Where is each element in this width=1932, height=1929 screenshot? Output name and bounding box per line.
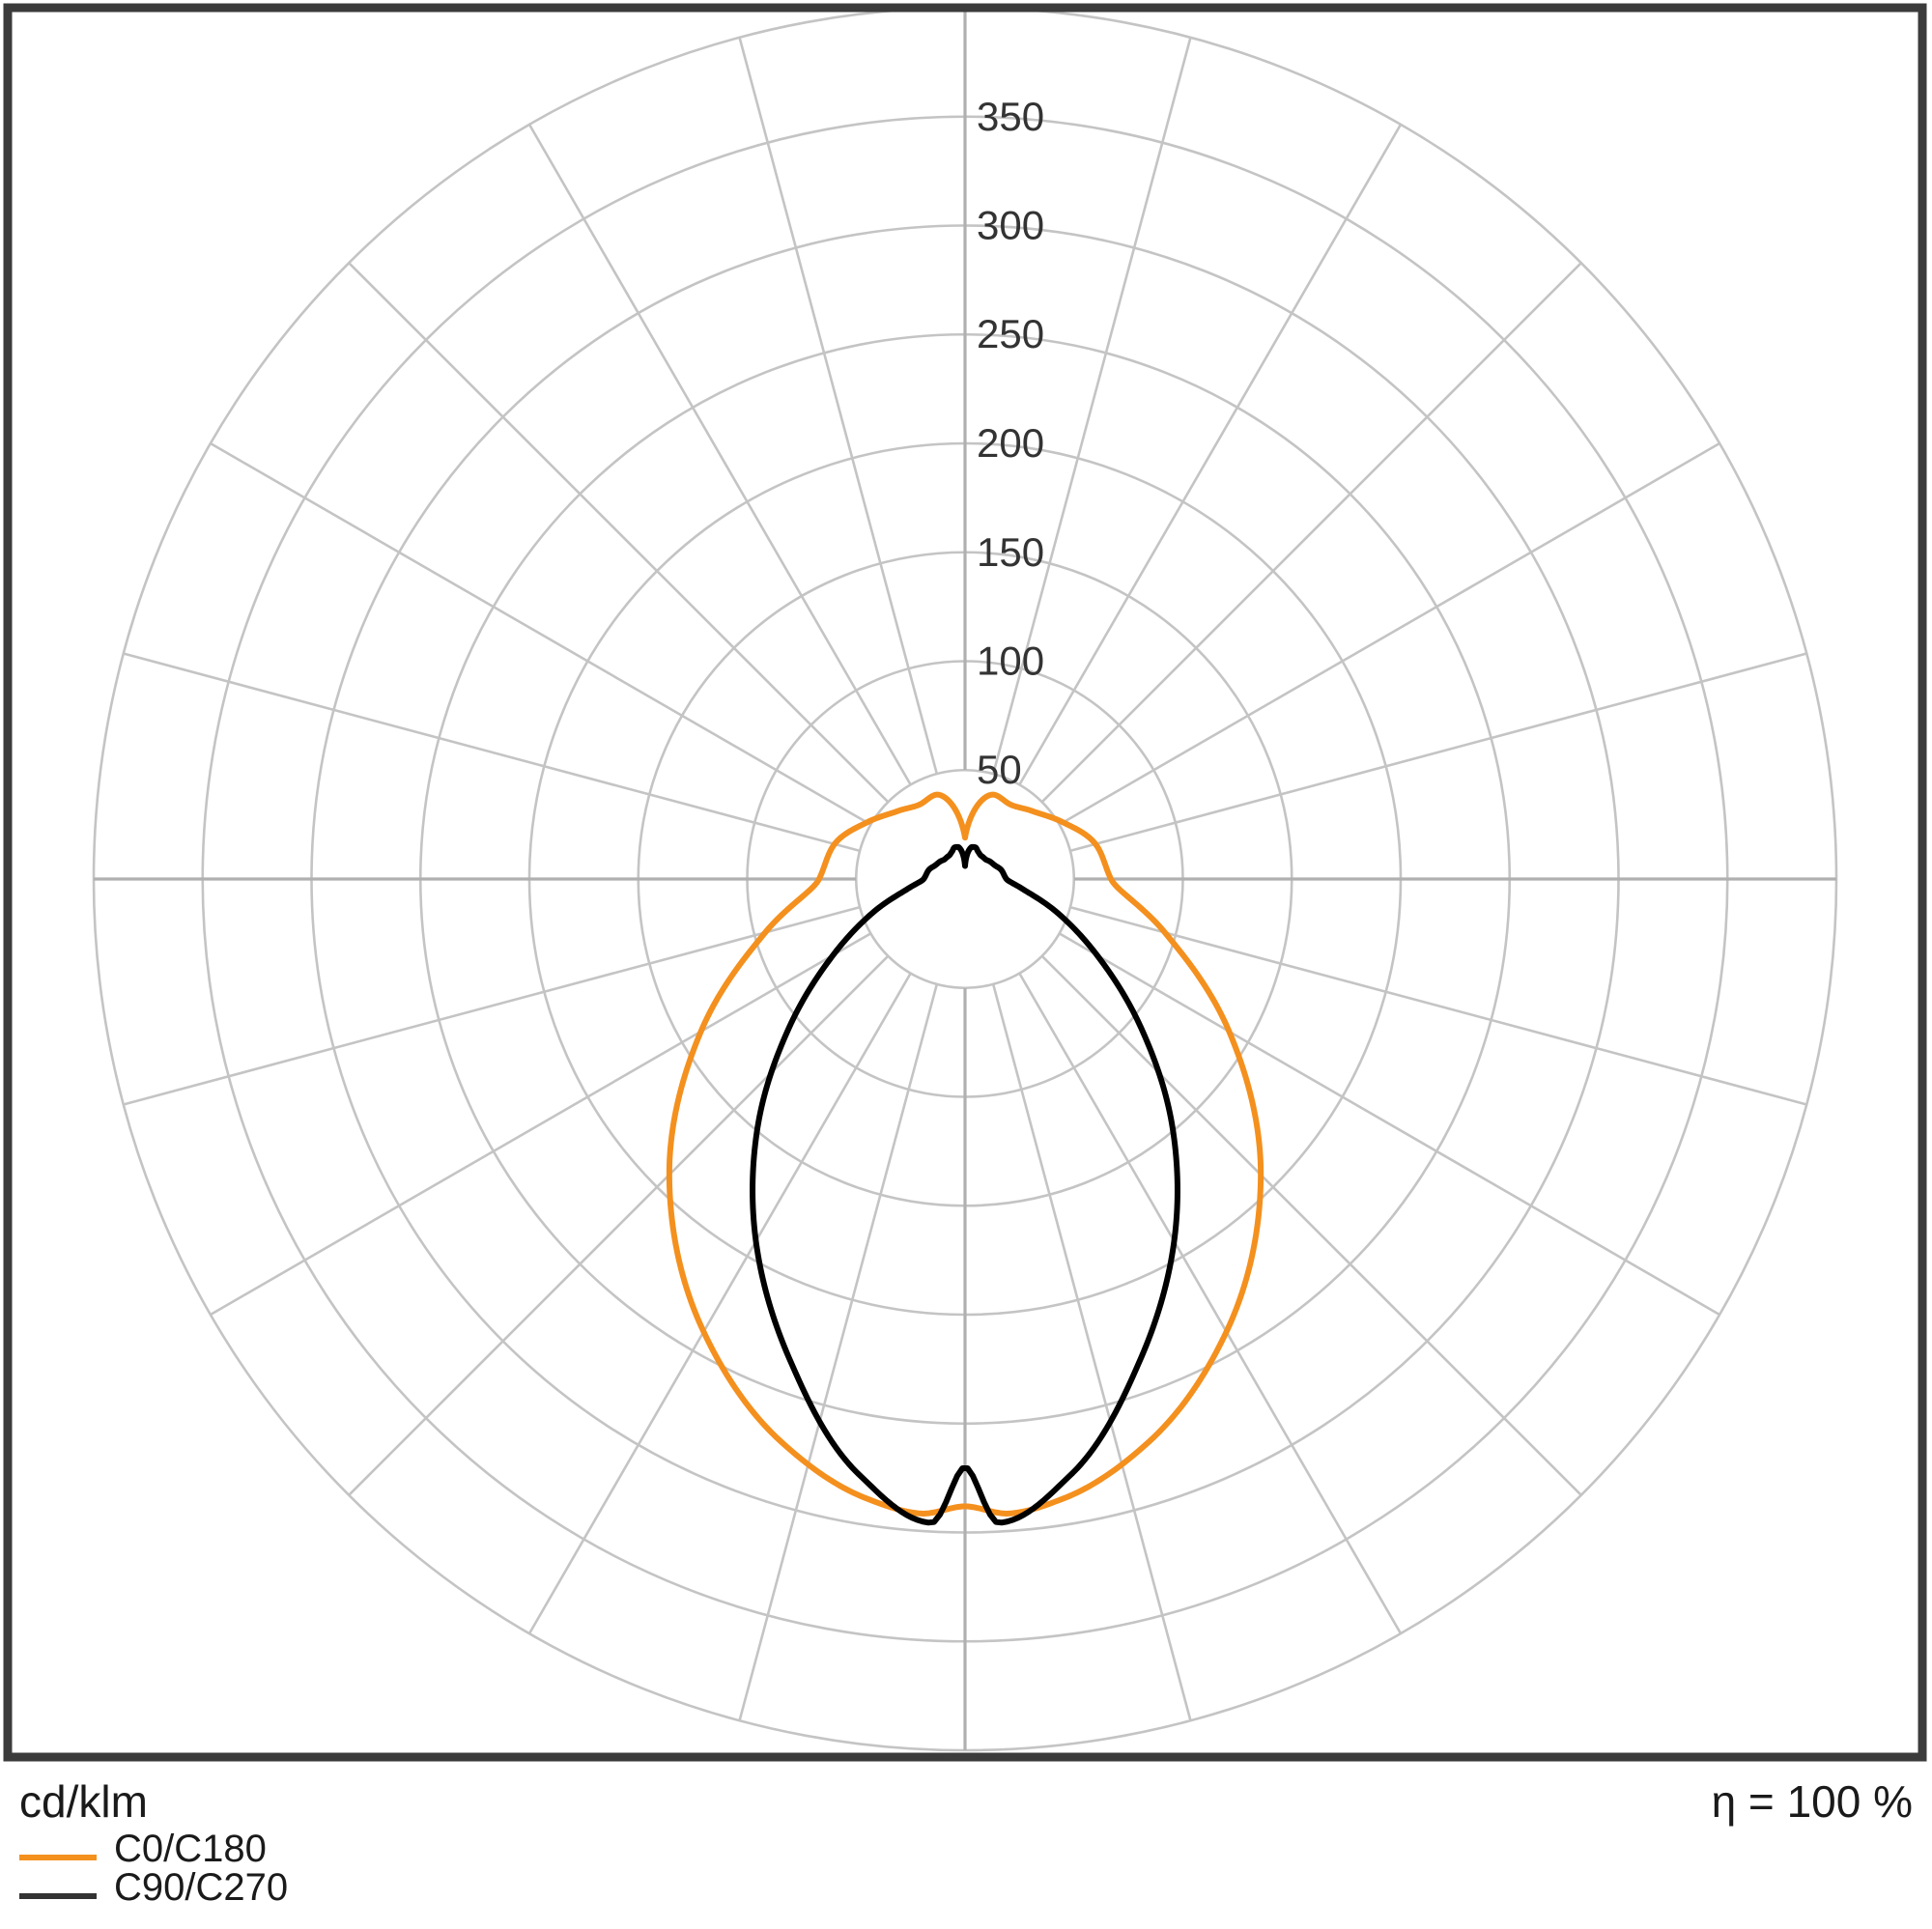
svg-text:250: 250 bbox=[977, 311, 1044, 356]
svg-text:50: 50 bbox=[977, 747, 1022, 792]
svg-text:300: 300 bbox=[977, 203, 1044, 248]
svg-text:200: 200 bbox=[977, 420, 1044, 466]
svg-text:150: 150 bbox=[977, 529, 1044, 575]
svg-text:350: 350 bbox=[977, 94, 1044, 139]
svg-text:100: 100 bbox=[977, 638, 1044, 684]
